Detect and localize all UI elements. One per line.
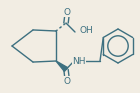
Text: O: O xyxy=(64,8,71,16)
Text: O: O xyxy=(64,77,71,85)
Polygon shape xyxy=(56,61,68,71)
Text: NH: NH xyxy=(72,57,86,65)
Text: OH: OH xyxy=(80,25,94,35)
